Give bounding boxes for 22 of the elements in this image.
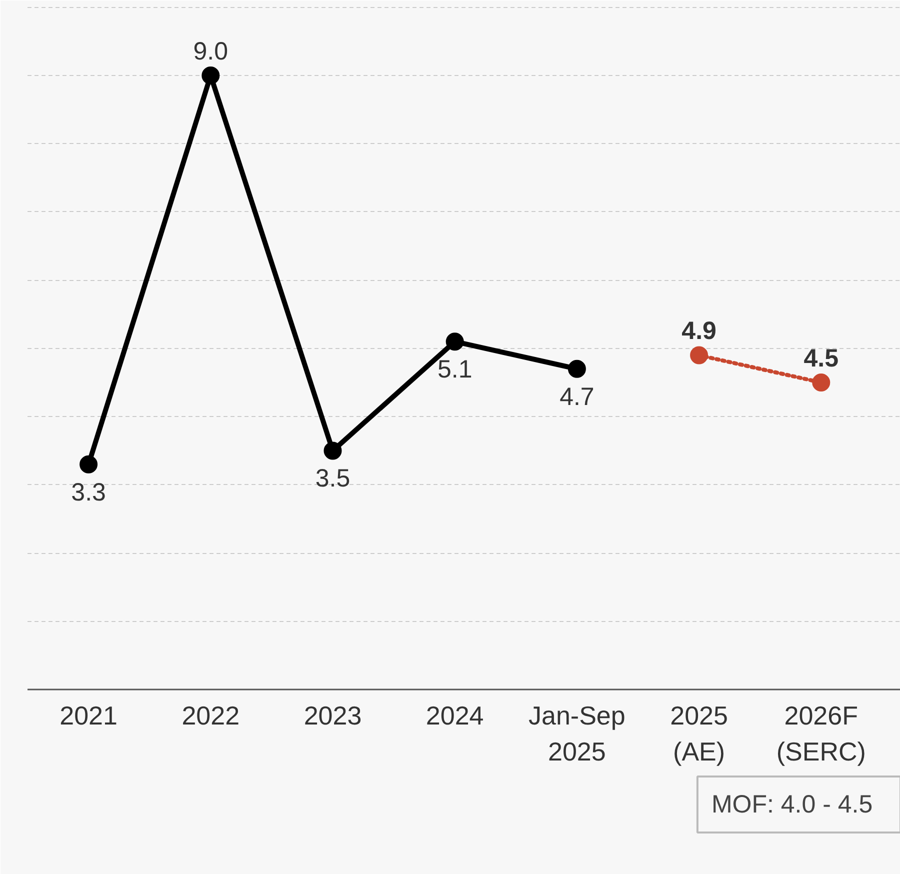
data-label: 4.9	[682, 317, 716, 346]
x-tick-label: 2025 (AE)	[670, 700, 728, 766]
x-tick-label: Jan-Sep 2025	[528, 700, 626, 766]
x-tick-label: 2023	[304, 700, 362, 730]
data-label: 5.1	[437, 356, 472, 384]
point	[568, 360, 586, 378]
x-tick-label: 2026F (SERC)	[776, 700, 866, 766]
point	[80, 455, 98, 474]
data-label: 4.5	[804, 344, 839, 373]
x-tick-label: 2024	[426, 700, 484, 730]
point	[202, 66, 220, 85]
data-label: 3.5	[315, 464, 350, 493]
data-label: 9.0	[193, 38, 228, 66]
text: MOF: 4.0 - 4.5	[711, 790, 873, 818]
x-tick-label: 2022	[182, 700, 240, 730]
data-label: 3.3	[71, 478, 106, 506]
point	[446, 332, 464, 351]
x-tick-label: 2021	[60, 700, 118, 730]
point	[324, 442, 342, 460]
data-label: 4.7	[560, 382, 594, 411]
point	[812, 374, 830, 392]
point	[690, 346, 708, 364]
